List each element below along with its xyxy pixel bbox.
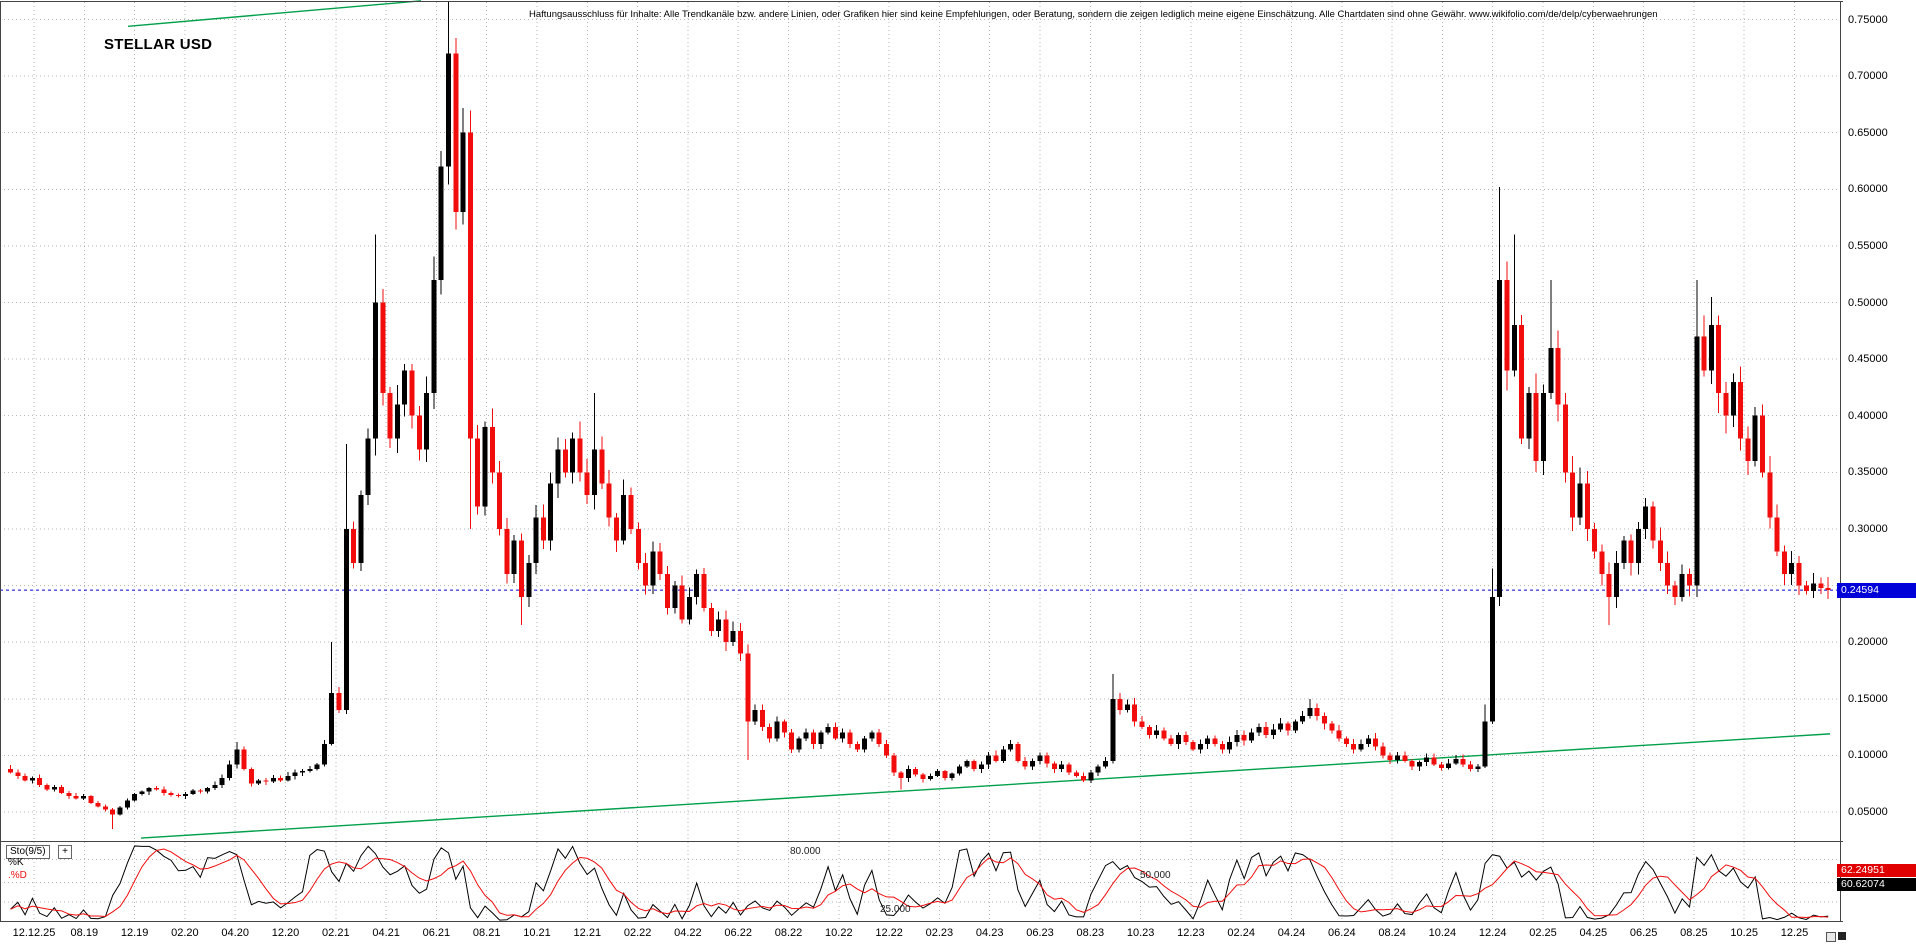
scrollbar-thumb[interactable]: [1838, 932, 1846, 940]
time-axis-label: 06.23: [1026, 927, 1054, 939]
time-axis-label: 02.21: [322, 927, 350, 939]
price-axis-label: 0.55000: [1848, 239, 1888, 252]
stochastic-d-line: [10, 848, 1829, 918]
time-axis-label: 02.25: [1529, 927, 1557, 939]
gridlines: [0, 2, 1840, 921]
time-axis-label: 04.24: [1277, 927, 1306, 939]
time-axis-label: 04.20: [221, 927, 249, 939]
indicator-level-label: 80.000: [790, 846, 821, 858]
price-axis-label: 0.65000: [1848, 126, 1888, 139]
indicator-level-label: 50.000: [1140, 869, 1171, 881]
indicator-name-box[interactable]: Sto(9/5): [6, 845, 50, 859]
time-axis-label: 06.24: [1328, 927, 1356, 939]
time-axis-label: 12.12.25: [12, 927, 56, 939]
time-axis[interactable]: 12.12.25 08.19 12.19 02.20 04.20 12.20 02.21 04…: [0, 927, 1916, 945]
price-axis-label: 0.50000: [1848, 296, 1888, 309]
price-axis[interactable]: 0.75000 0.70000 0.65000 0.60000 0.55000 0.500…: [1848, 0, 1916, 922]
time-axis-label: 02.20: [171, 927, 199, 939]
stochastic-k-value-tag: 60.62074: [1837, 878, 1916, 891]
price-axis-label: 0.75000: [1848, 13, 1888, 26]
price-axis-label: 0.45000: [1848, 353, 1888, 366]
time-axis-label: 08.19: [70, 927, 99, 939]
time-axis-label: 06.25: [1629, 927, 1658, 939]
time-axis-label: 08.23: [1076, 927, 1105, 939]
time-axis-label: 12.22: [875, 927, 903, 939]
last-price-tag: 0.24594: [1837, 582, 1916, 598]
stochastic-k-line: [10, 845, 1829, 921]
price-axis-label: 0.70000: [1848, 70, 1888, 83]
price-axis-label: 0.30000: [1848, 522, 1888, 535]
indicator-add-icon[interactable]: +: [58, 845, 72, 859]
stochastic-d-legend: .%D: [8, 870, 27, 881]
time-axis-label: 08.24: [1378, 927, 1406, 939]
time-axis-label: 02.22: [623, 927, 652, 939]
time-axis-label: 04.22: [674, 927, 702, 939]
time-axis-label: 02.23: [925, 927, 954, 939]
time-axis-label: 10.25: [1730, 927, 1758, 939]
price-axis-label: 0.35000: [1848, 466, 1888, 479]
stochastic-k-legend: %K: [8, 857, 24, 868]
time-axis-label: 04.23: [975, 927, 1004, 939]
scrollbar-button-icon[interactable]: [1826, 932, 1836, 942]
time-axis-label: 10.23: [1126, 927, 1155, 939]
time-axis-label: 02.24: [1227, 927, 1255, 939]
time-axis-label: 04.25: [1579, 927, 1608, 939]
time-axis-label: 04.21: [372, 927, 400, 939]
price-axis-label: 0.05000: [1848, 805, 1888, 818]
time-axis-label: 10.22: [825, 927, 853, 939]
disclaimer-text: Haftungsausschluss für Inhalte: Alle Tre…: [529, 9, 1658, 20]
time-axis-label: 08.25: [1680, 927, 1708, 939]
chart-title: STELLAR USD: [104, 36, 213, 53]
time-axis-label: 12.21: [573, 927, 602, 939]
candles[interactable]: [8, 1, 1831, 829]
time-axis-label: 12.24: [1478, 927, 1507, 939]
time-axis-label: 06.22: [724, 927, 752, 939]
time-axis-label: 12.19: [120, 927, 149, 939]
time-axis-label: 12.23: [1177, 927, 1205, 939]
pane-borders: [0, 1, 1843, 922]
time-axis-label: 10.24: [1428, 927, 1457, 939]
time-axis-label: 12.25: [1780, 927, 1809, 939]
price-axis-label: 0.60000: [1848, 183, 1888, 196]
price-axis-label: 0.20000: [1848, 636, 1888, 649]
stochastic-d-value-tag: 62.24951: [1837, 864, 1916, 877]
trendlines: [127, 0, 1831, 839]
time-axis-label: 08.21: [472, 927, 501, 939]
price-axis-label: 0.15000: [1848, 692, 1888, 705]
time-axis-label: 12.20: [271, 927, 300, 939]
indicator-level-label: 25.000: [880, 903, 911, 915]
time-axis-label: 10.21: [523, 927, 551, 939]
time-axis-label: 08.22: [774, 927, 803, 939]
time-axis-label: 06.21: [422, 927, 451, 939]
price-axis-label: 0.10000: [1848, 749, 1888, 762]
price-axis-label: 0.40000: [1848, 409, 1888, 422]
